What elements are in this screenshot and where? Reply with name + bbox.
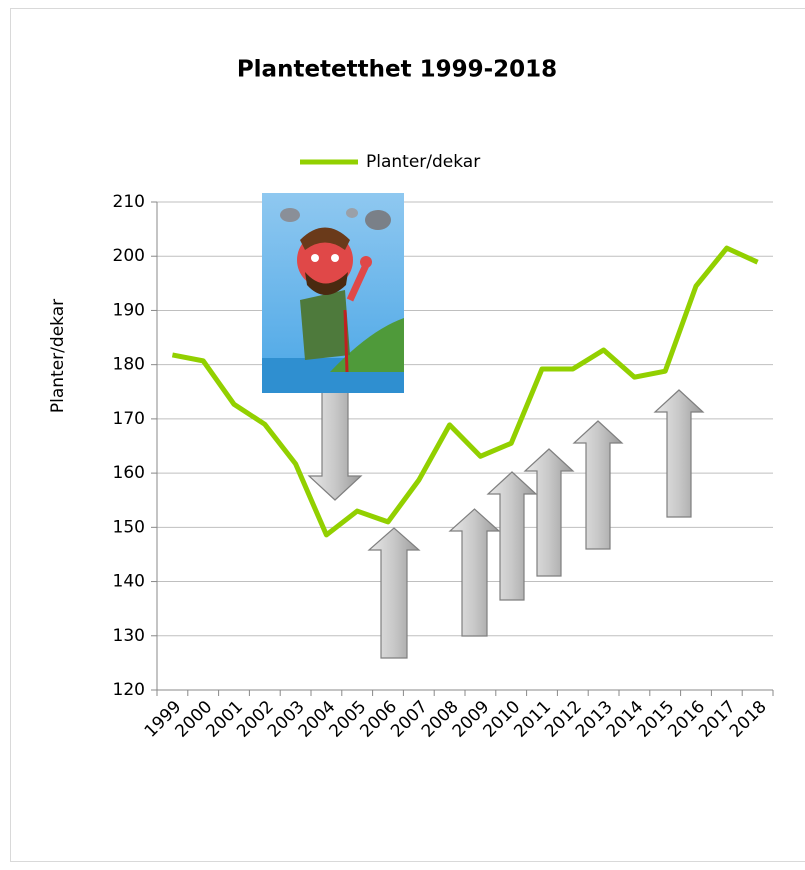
cartoon-image	[262, 193, 404, 393]
y-tick-label: 130	[113, 626, 145, 646]
chart-title: Plantetetthet 1999-2018	[237, 57, 557, 83]
legend-label: Planter/dekar	[366, 152, 480, 172]
data-line	[171, 245, 759, 538]
y-tick-label: 120	[113, 680, 145, 700]
y-tick-label: 160	[113, 463, 145, 483]
y-tick-label: 190	[113, 300, 145, 320]
y-tick-label: 150	[113, 517, 145, 537]
y-tick-label: 210	[113, 192, 145, 212]
y-tick-label: 140	[113, 572, 145, 592]
y-axis-label: Planter/dekar	[48, 299, 68, 413]
y-tick-label: 180	[113, 355, 145, 375]
decoration	[262, 193, 705, 659]
y-tick-label: 170	[113, 409, 145, 429]
y-tick-label: 200	[113, 246, 145, 266]
